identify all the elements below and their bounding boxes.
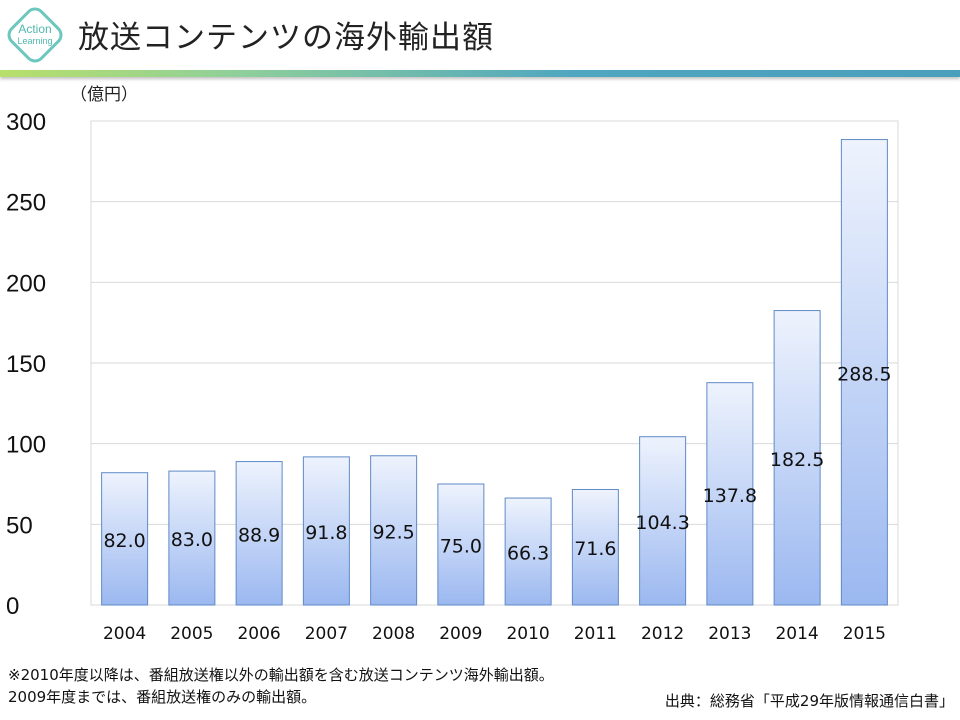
x-tick-label: 2015 <box>843 624 886 644</box>
x-tick-label: 2010 <box>506 624 549 644</box>
bar-2011 <box>571 488 619 606</box>
data-label: 137.8 <box>703 485 757 507</box>
bar-2014 <box>773 310 821 606</box>
y-axis-unit: （億円） <box>70 85 138 105</box>
header-divider <box>0 70 960 77</box>
data-label: 88.9 <box>238 524 280 546</box>
svg-text:Action: Action <box>18 22 51 36</box>
x-tick-label: 2005 <box>170 624 213 644</box>
bar-2008 <box>370 455 418 606</box>
x-tick-label: 2009 <box>439 624 482 644</box>
svg-text:Learning: Learning <box>17 36 52 46</box>
bar-2010 <box>504 497 552 606</box>
bar-2006 <box>235 461 283 606</box>
bar-2012 <box>639 436 687 606</box>
y-tick-label: 0 <box>6 593 19 620</box>
data-label: 71.6 <box>574 538 616 560</box>
y-tick-label: 100 <box>6 432 46 459</box>
x-tick-label: 2006 <box>237 624 280 644</box>
x-tick-label: 2011 <box>574 624 617 644</box>
y-tick-label: 50 <box>6 512 33 539</box>
y-tick-label: 300 <box>6 109 46 136</box>
action-learning-logo: Action Learning <box>7 7 63 63</box>
x-tick-label: 2013 <box>708 624 751 644</box>
bar-2015 <box>840 139 888 606</box>
x-tick-label: 2008 <box>372 624 415 644</box>
y-tick-label: 150 <box>6 351 46 378</box>
bar-2007 <box>302 456 350 606</box>
bar-2004 <box>101 472 149 606</box>
data-label: 83.0 <box>171 529 213 551</box>
data-label: 182.5 <box>770 449 824 471</box>
x-tick-label: 2012 <box>641 624 684 644</box>
y-tick-label: 200 <box>6 270 46 297</box>
data-label: 75.0 <box>440 536 482 558</box>
data-label: 104.3 <box>635 512 689 534</box>
bar-2005 <box>168 470 216 606</box>
x-tick-label: 2004 <box>103 624 146 644</box>
data-label: 66.3 <box>507 543 549 565</box>
source-note: 出典：総務省「平成29年版情報通信白書」 <box>664 692 954 710</box>
x-tick-label: 2007 <box>305 624 348 644</box>
data-label: 92.5 <box>372 521 414 543</box>
bar-2013 <box>706 382 754 606</box>
data-label: 82.0 <box>103 530 145 552</box>
data-label: 91.8 <box>305 522 347 544</box>
y-tick-label: 250 <box>6 190 46 217</box>
data-label: 288.5 <box>837 363 891 385</box>
footnote-1: ※2010年度以降は、番組放送権以外の輸出額を含む放送コンテンツ海外輸出額。 <box>8 666 554 684</box>
page-title: 放送コンテンツの海外輸出額 <box>78 20 494 56</box>
bar-2009 <box>437 483 485 606</box>
x-tick-label: 2014 <box>775 624 818 644</box>
footnote-2: 2009年度までは、番組放送権のみの輸出額。 <box>8 688 317 706</box>
